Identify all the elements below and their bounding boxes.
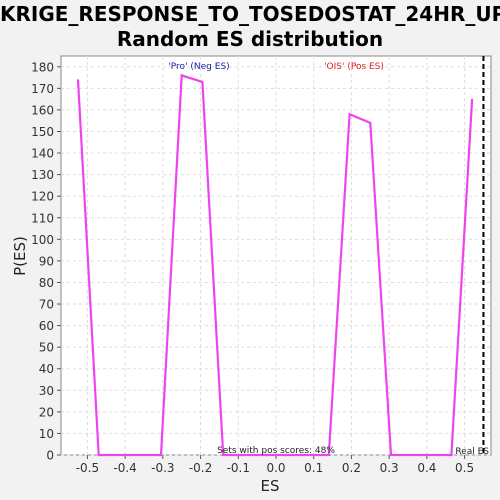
pos-es-label: 'OIS' (Pos ES) xyxy=(324,62,384,72)
data-point xyxy=(201,81,204,83)
series-line xyxy=(76,73,474,457)
data-point xyxy=(222,454,224,456)
data-point xyxy=(98,454,100,456)
x-tick-label: 0.3 xyxy=(380,461,399,475)
y-tick-label: 90 xyxy=(39,254,54,268)
data-point xyxy=(471,98,473,100)
y-tick-label: 110 xyxy=(31,211,54,225)
y-tick-label: 20 xyxy=(39,405,54,419)
y-tick-label: 80 xyxy=(39,276,54,290)
x-tick-label: 0.2 xyxy=(342,461,361,475)
x-tick-label: 0.5 xyxy=(455,461,474,475)
grid xyxy=(61,56,491,456)
chart-title-line-2: Random ES distribution xyxy=(116,27,384,51)
y-tick-label: 40 xyxy=(39,362,54,376)
y-tick-label: 0 xyxy=(46,449,54,463)
y-tick-label: 100 xyxy=(31,233,54,247)
y-tick-label: 30 xyxy=(39,384,54,398)
y-tick-label: 130 xyxy=(31,168,54,182)
x-tick-label: -0.3 xyxy=(151,461,174,475)
x-tick-label: -0.2 xyxy=(189,461,212,475)
data-point xyxy=(160,454,162,456)
data-point xyxy=(369,122,371,124)
y-tick-label: 140 xyxy=(31,147,54,161)
data-point xyxy=(348,113,351,115)
x-tick-label: -0.1 xyxy=(227,461,250,475)
x-tick-label: 0.1 xyxy=(304,461,323,475)
data-point xyxy=(181,74,183,77)
x-tick-label: -0.4 xyxy=(113,461,136,475)
real-es-label: Real ES xyxy=(455,447,489,457)
axes: -0.5 -0.4 -0.3 -0.2 -0.1 0.0 0.1 0.2 0.3 0.4 0.5 0 1… xyxy=(31,60,474,475)
y-tick-label: 50 xyxy=(39,341,54,355)
y-tick-label: 150 xyxy=(31,125,54,139)
y-tick-label: 60 xyxy=(39,319,54,333)
y-tick-label: 180 xyxy=(31,60,54,74)
x-tick-label: 0.0 xyxy=(266,461,285,475)
y-tick-label: 170 xyxy=(31,82,54,96)
pos-scores-annotation: Sets with pos scores: 48% xyxy=(217,446,335,456)
series-layer xyxy=(76,56,485,457)
x-axis-label: ES xyxy=(261,477,280,495)
y-tick-label: 70 xyxy=(39,298,54,312)
chart-title-line-1: KRIGE_RESPONSE_TO_TOSEDOSTAT_24HR_UP: xyxy=(0,2,500,26)
y-tick-label: 120 xyxy=(31,190,54,204)
data-point xyxy=(450,454,452,456)
y-axis-label: P(ES) xyxy=(11,236,29,276)
x-tick-label: -0.5 xyxy=(76,461,99,475)
neg-es-label: 'Pro' (Neg ES) xyxy=(168,62,229,72)
data-point xyxy=(328,454,330,456)
data-point xyxy=(77,79,79,81)
data-point xyxy=(390,454,392,456)
y-tick-label: 10 xyxy=(39,427,54,441)
y-tick-label: 160 xyxy=(31,103,54,117)
x-tick-label: 0.4 xyxy=(417,461,436,475)
